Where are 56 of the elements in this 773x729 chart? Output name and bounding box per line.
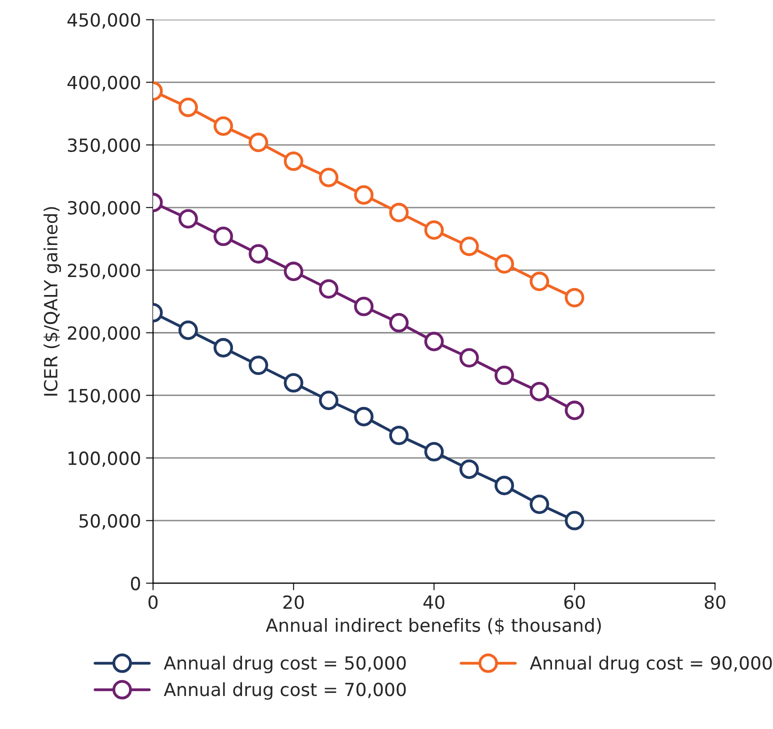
point bbox=[424, 442, 444, 462]
x-tick-label: 0 bbox=[148, 595, 158, 609]
point bbox=[354, 406, 374, 426]
point bbox=[424, 332, 444, 352]
point bbox=[178, 209, 198, 229]
legend-label: Annual drug cost = 70,000 bbox=[164, 682, 406, 700]
point bbox=[178, 320, 198, 340]
point bbox=[248, 132, 268, 152]
x-tick-label: 80 bbox=[704, 595, 726, 609]
point bbox=[389, 313, 409, 332]
point bbox=[530, 382, 550, 402]
x-tick-label: 20 bbox=[283, 595, 304, 609]
point bbox=[494, 254, 514, 274]
legend-label: Annual drug cost = 90,000 bbox=[530, 656, 772, 674]
x-tick-label: 60 bbox=[564, 595, 585, 609]
point bbox=[494, 366, 514, 386]
point bbox=[248, 244, 268, 264]
point bbox=[284, 373, 304, 393]
point bbox=[564, 288, 584, 308]
y-tick-label: 300,000 bbox=[68, 200, 140, 216]
point bbox=[564, 510, 584, 530]
point bbox=[354, 296, 374, 316]
y-tick-label: 100,000 bbox=[68, 451, 140, 467]
point bbox=[318, 279, 338, 299]
y-tick-label: 200,000 bbox=[68, 326, 140, 342]
y-tick-label: 250,000 bbox=[68, 264, 140, 280]
point bbox=[354, 185, 374, 205]
point bbox=[459, 348, 479, 368]
point bbox=[214, 226, 234, 246]
y-tick-label: 50,000 bbox=[79, 514, 140, 530]
point bbox=[284, 151, 304, 171]
point bbox=[389, 426, 409, 446]
legend-label: Annual drug cost = 50,000 bbox=[164, 656, 406, 674]
point bbox=[389, 202, 409, 222]
y-tick-label: 450,000 bbox=[67, 13, 140, 29]
point bbox=[178, 98, 198, 118]
y-axis-title: ICER ($/QALY gained) bbox=[44, 207, 62, 396]
point bbox=[459, 460, 479, 479]
point bbox=[248, 356, 268, 376]
point bbox=[214, 116, 234, 136]
point bbox=[530, 272, 550, 292]
point bbox=[530, 494, 550, 514]
point bbox=[564, 400, 584, 420]
point bbox=[424, 220, 444, 240]
x-axis-title: Annual indirect benefits ($ thousand) bbox=[266, 618, 601, 634]
point bbox=[284, 262, 304, 282]
point bbox=[318, 168, 338, 188]
y-tick-label: 400,000 bbox=[67, 76, 140, 92]
y-tick-label: 150,000 bbox=[68, 388, 140, 404]
point bbox=[459, 236, 479, 256]
y-tick-label: 350,000 bbox=[68, 138, 140, 154]
point bbox=[494, 476, 514, 496]
point bbox=[318, 390, 338, 410]
x-tick-label: 40 bbox=[423, 595, 444, 609]
y-tick-label: 0 bbox=[130, 576, 140, 590]
point bbox=[214, 338, 234, 358]
